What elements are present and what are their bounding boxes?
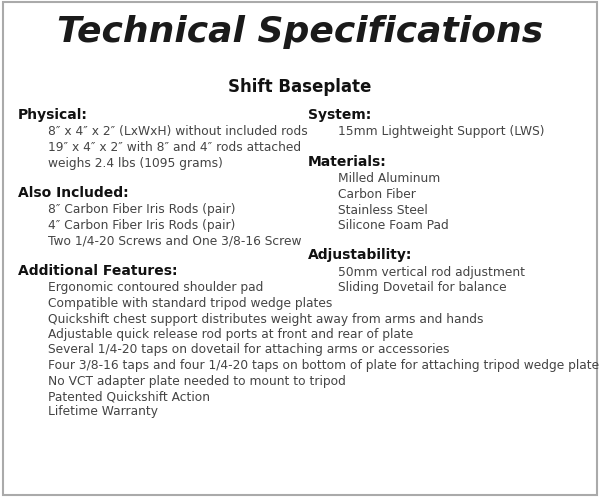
Text: Shift Baseplate: Shift Baseplate	[229, 78, 371, 96]
Text: Stainless Steel: Stainless Steel	[338, 203, 428, 217]
Text: Physical:: Physical:	[18, 108, 88, 122]
Text: Quickshift chest support distributes weight away from arms and hands: Quickshift chest support distributes wei…	[48, 313, 484, 326]
Text: Two 1/4-20 Screws and One 3/8-16 Screw: Two 1/4-20 Screws and One 3/8-16 Screw	[48, 235, 302, 248]
Text: Also Included:: Also Included:	[18, 186, 128, 200]
Text: Adjustability:: Adjustability:	[308, 248, 412, 262]
Text: 19″ x 4″ x 2″ with 8″ and 4″ rods attached: 19″ x 4″ x 2″ with 8″ and 4″ rods attach…	[48, 141, 301, 154]
Text: weighs 2.4 lbs (1095 grams): weighs 2.4 lbs (1095 grams)	[48, 157, 223, 169]
Text: Several 1/4-20 taps on dovetail for attaching arms or accessories: Several 1/4-20 taps on dovetail for atta…	[48, 343, 449, 356]
Text: Ergonomic contoured shoulder pad: Ergonomic contoured shoulder pad	[48, 281, 263, 295]
Text: Compatible with standard tripod wedge plates: Compatible with standard tripod wedge pl…	[48, 297, 332, 310]
Text: 50mm vertical rod adjustment: 50mm vertical rod adjustment	[338, 266, 525, 279]
Text: Milled Aluminum: Milled Aluminum	[338, 172, 440, 185]
Text: Additional Features:: Additional Features:	[18, 264, 178, 278]
Text: No VCT adapter plate needed to mount to tripod: No VCT adapter plate needed to mount to …	[48, 375, 346, 388]
Text: Adjustable quick release rod ports at front and rear of plate: Adjustable quick release rod ports at fr…	[48, 328, 413, 341]
Text: 15mm Lightweight Support (LWS): 15mm Lightweight Support (LWS)	[338, 126, 545, 139]
Text: 8″ Carbon Fiber Iris Rods (pair): 8″ Carbon Fiber Iris Rods (pair)	[48, 203, 235, 217]
Text: Silicone Foam Pad: Silicone Foam Pad	[338, 219, 449, 232]
Text: Materials:: Materials:	[308, 155, 387, 169]
Text: 4″ Carbon Fiber Iris Rods (pair): 4″ Carbon Fiber Iris Rods (pair)	[48, 219, 235, 232]
Text: Four 3/8-16 taps and four 1/4-20 taps on bottom of plate for attaching tripod we: Four 3/8-16 taps and four 1/4-20 taps on…	[48, 359, 599, 372]
Text: Technical Specifications: Technical Specifications	[57, 15, 543, 49]
Text: Patented Quickshift Action: Patented Quickshift Action	[48, 390, 210, 403]
Text: System:: System:	[308, 108, 371, 122]
Text: 8″ x 4″ x 2″ (LxWxH) without included rods: 8″ x 4″ x 2″ (LxWxH) without included ro…	[48, 126, 308, 139]
Text: Sliding Dovetail for balance: Sliding Dovetail for balance	[338, 281, 506, 295]
Text: Carbon Fiber: Carbon Fiber	[338, 188, 416, 201]
Text: Lifetime Warranty: Lifetime Warranty	[48, 406, 158, 418]
